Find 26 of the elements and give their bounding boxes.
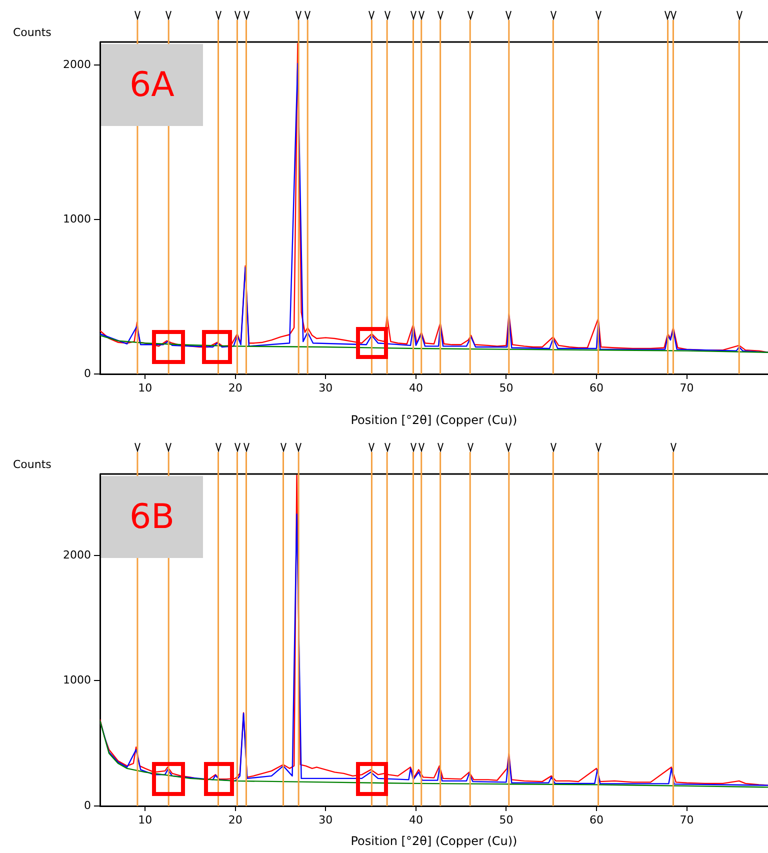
x-tick-label: 10 xyxy=(138,813,152,826)
x-tick-label: 40 xyxy=(408,381,423,394)
x-tick-label: 60 xyxy=(589,381,604,394)
y-tick-label: 1000 xyxy=(63,212,91,226)
x-axis-title: Position [°2θ] (Copper (Cu)) xyxy=(350,834,518,848)
x-tick-label: 70 xyxy=(680,813,694,826)
x-tick-label: 40 xyxy=(408,813,423,826)
annotation: 6A xyxy=(101,44,203,126)
y-axis-title: Counts xyxy=(13,458,52,471)
x-tick-label: 70 xyxy=(680,381,694,394)
x-tick-label: 20 xyxy=(228,381,242,394)
x-tick-label: 50 xyxy=(499,381,514,394)
x-tick-label: 50 xyxy=(499,813,514,826)
x-axis-title: Position [°2θ] (Copper (Cu)) xyxy=(350,412,518,427)
x-tick-label: 30 xyxy=(318,381,333,394)
annotation: 6B xyxy=(101,476,203,558)
y-axis-title: Counts xyxy=(13,26,52,39)
x-tick-label: 60 xyxy=(589,813,604,826)
x-tick-label: 30 xyxy=(318,813,333,826)
y-tick-label: 2000 xyxy=(63,548,91,562)
y-tick-label: 0 xyxy=(84,366,91,380)
y-tick-label: 0 xyxy=(84,798,91,812)
x-tick-label: 20 xyxy=(228,813,242,826)
y-tick-label: 2000 xyxy=(63,58,91,72)
y-tick-label: 1000 xyxy=(63,674,91,687)
x-tick-label: 10 xyxy=(138,381,152,394)
